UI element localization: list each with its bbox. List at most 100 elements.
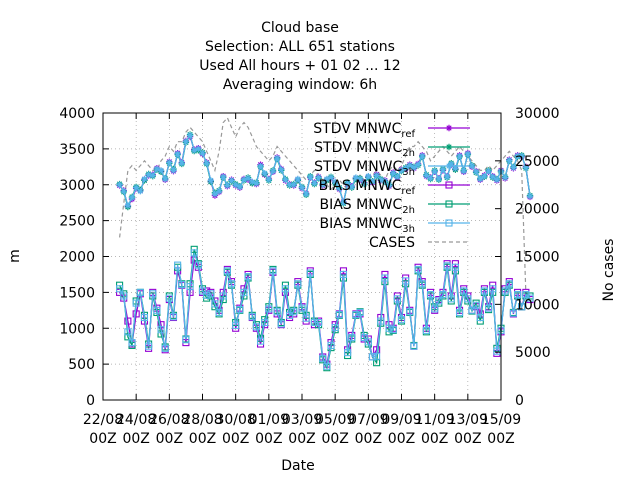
data-point xyxy=(174,150,181,158)
data-point xyxy=(140,313,149,322)
data-point xyxy=(149,290,157,298)
legend-entry: BIAS MNWC3h xyxy=(319,216,470,235)
data-point xyxy=(203,291,211,299)
legend-label-main: CASES xyxy=(369,235,415,251)
data-point xyxy=(186,283,194,291)
x-tick-label-date: 24/08 xyxy=(116,412,156,428)
x-tick-label-date: 22/08 xyxy=(83,412,123,428)
chart-title-line: Cloud base xyxy=(261,20,339,36)
data-point xyxy=(348,183,355,191)
legend-label-subscript: ref xyxy=(401,129,415,140)
data-point xyxy=(145,171,152,178)
data-point xyxy=(137,188,144,195)
data-point xyxy=(252,323,260,331)
data-point xyxy=(286,181,293,188)
y2-tick-label: 20000 xyxy=(515,202,560,218)
x-tick-label-date: 30/08 xyxy=(215,412,255,428)
data-point xyxy=(166,159,173,166)
x-tick-label-date: 03/09 xyxy=(282,412,322,428)
data-point xyxy=(248,313,256,321)
data-point xyxy=(149,172,156,179)
data-point xyxy=(298,304,306,312)
legend-label-subscript: 2h xyxy=(402,205,415,216)
data-point xyxy=(207,290,215,298)
data-point xyxy=(132,310,140,318)
data-point xyxy=(315,318,323,327)
y2-tick-label: 30000 xyxy=(515,106,560,122)
data-point xyxy=(128,339,136,347)
data-point xyxy=(364,338,372,346)
legend-marker xyxy=(445,219,453,227)
data-point xyxy=(286,311,294,319)
data-point xyxy=(464,150,472,158)
data-point xyxy=(377,317,385,325)
legend-label: STDV MNWC3h xyxy=(314,159,415,178)
data-point xyxy=(489,173,496,181)
data-point xyxy=(410,164,418,171)
data-point xyxy=(493,176,501,183)
y-tick-label: 0 xyxy=(86,393,95,409)
x-tick-label-date: 01/09 xyxy=(249,412,289,428)
legend-label-main: BIAS MNWC xyxy=(319,178,402,194)
x-tick-label-hour: 00Z xyxy=(122,431,149,447)
y-tick-label: 3000 xyxy=(59,178,95,194)
data-point xyxy=(165,294,173,302)
data-point xyxy=(232,321,240,329)
series-line xyxy=(119,116,530,296)
data-point xyxy=(282,176,289,183)
data-point xyxy=(352,174,360,181)
data-point xyxy=(381,274,389,282)
data-point xyxy=(306,269,314,277)
data-point xyxy=(157,326,165,334)
data-point xyxy=(510,164,517,171)
data-point xyxy=(211,190,219,198)
plot-frame xyxy=(102,112,502,401)
data-point xyxy=(348,334,356,342)
legend-marker xyxy=(445,162,453,170)
data-point xyxy=(522,164,530,171)
data-point xyxy=(207,177,214,184)
y-tick-label: 1000 xyxy=(59,321,95,337)
legend-label-subscript: 3h xyxy=(402,224,415,235)
data-point xyxy=(182,138,190,145)
y-tick-label: 4000 xyxy=(59,106,95,122)
x-tick-label-hour: 00Z xyxy=(222,431,249,447)
data-point xyxy=(227,280,236,288)
data-point xyxy=(394,173,401,181)
data-point xyxy=(385,182,393,189)
data-point xyxy=(426,290,435,299)
data-point xyxy=(145,342,153,350)
data-point xyxy=(344,349,352,357)
data-point xyxy=(170,167,177,174)
series-bias-mnwc-2h xyxy=(116,245,534,372)
y-axis-left: 0 500 1000 1500 2000 2500 3000 3500 4000 xyxy=(59,106,109,409)
y-axis-right: 0 5000 10000 15000 20000 25000 30000 xyxy=(495,106,560,409)
data-point xyxy=(365,172,372,180)
data-point xyxy=(489,281,497,289)
legend-entry: STDV MNWC3h xyxy=(314,159,470,178)
legend-label-subscript: ref xyxy=(401,186,415,197)
data-point xyxy=(157,167,165,174)
y2-axis-label: No cases xyxy=(601,239,617,302)
x-axis-label: Date xyxy=(281,458,314,474)
data-point xyxy=(397,316,406,324)
x-tick-label-hour: 00Z xyxy=(189,431,216,447)
x-tick-label-date: 05/09 xyxy=(315,412,355,428)
data-point xyxy=(427,175,434,182)
data-point xyxy=(278,166,285,173)
data-point xyxy=(281,281,289,289)
data-point xyxy=(116,181,123,188)
data-point xyxy=(464,295,472,303)
data-point xyxy=(369,178,376,186)
data-point xyxy=(414,161,422,168)
data-point xyxy=(191,147,198,154)
data-point xyxy=(294,175,302,183)
data-point xyxy=(236,183,244,191)
grid xyxy=(103,113,501,400)
x-axis: 22/0800Z24/0800Z26/0800Z28/0800Z30/0800Z… xyxy=(83,113,521,447)
data-point xyxy=(281,285,289,293)
y2-tick-label: 25000 xyxy=(515,154,560,170)
data-point xyxy=(439,290,447,299)
data-point xyxy=(418,280,426,288)
